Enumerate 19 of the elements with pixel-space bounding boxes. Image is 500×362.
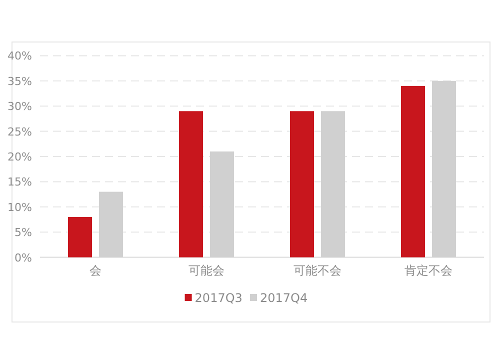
y-tick-label: 15%	[8, 176, 32, 189]
x-tick-label: 可能会	[188, 263, 224, 278]
bar	[179, 111, 203, 258]
y-tick-label: 30%	[8, 100, 32, 114]
y-tick-label: 0%	[14, 251, 32, 264]
bar	[401, 86, 425, 258]
y-tick-label: 35%	[8, 74, 32, 88]
x-tick-label: 会	[90, 263, 102, 278]
legend-label: 2017Q4	[260, 291, 308, 305]
x-tick-label: 肯定不会	[404, 263, 452, 278]
y-tick-label: 25%	[8, 125, 32, 138]
legend-label: 2017Q3	[194, 291, 242, 305]
y-tick-label: 10%	[8, 200, 32, 214]
bar	[68, 216, 92, 258]
x-tick-label: 可能不会	[294, 263, 342, 278]
y-tick-label: 5%	[14, 226, 32, 240]
y-tick-label: 40%	[8, 50, 32, 63]
bar	[290, 111, 314, 258]
y-tick-label: 20%	[8, 150, 32, 164]
